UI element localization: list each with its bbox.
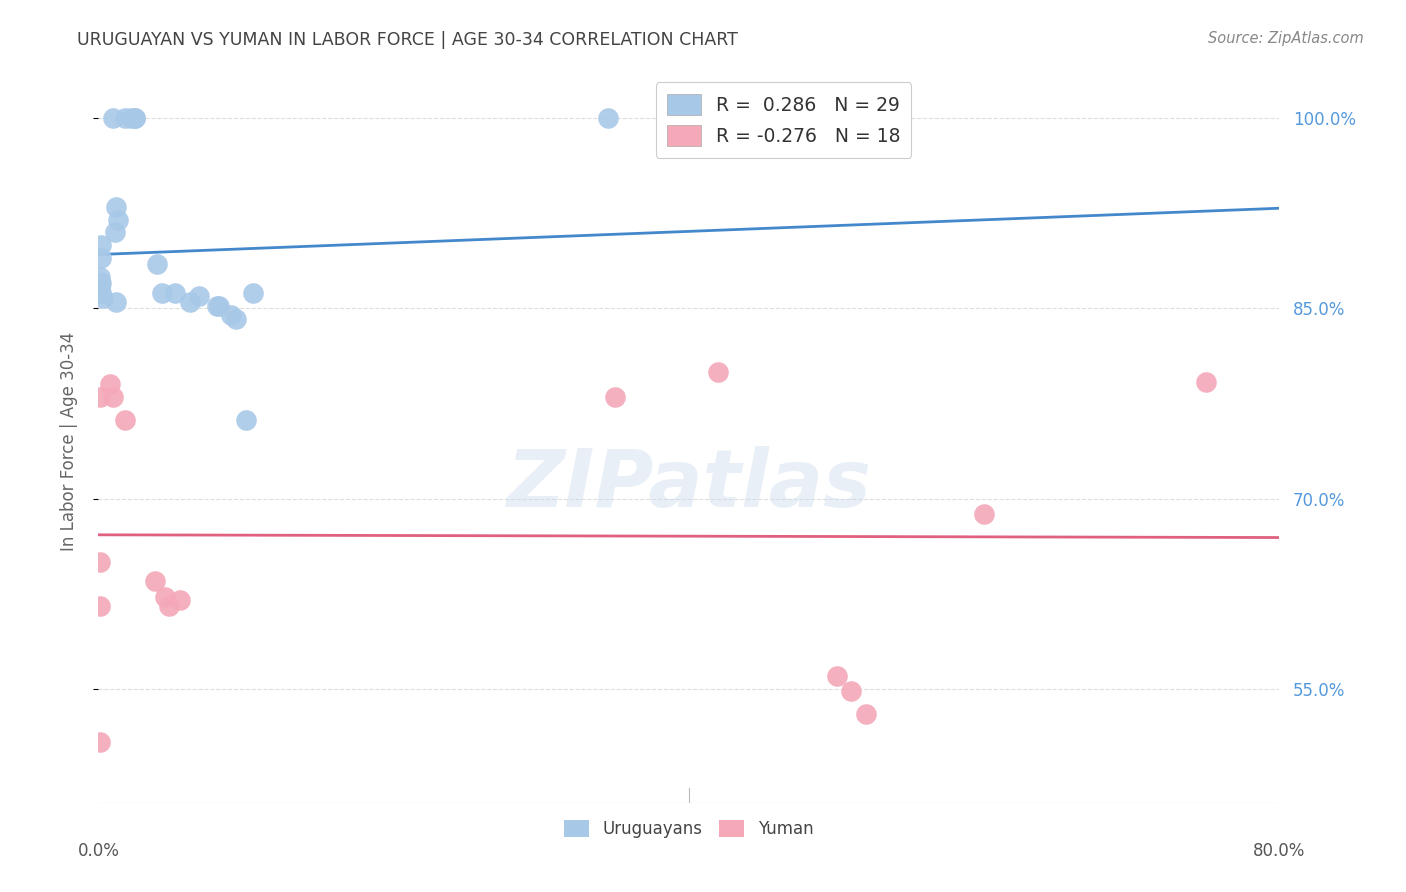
Point [90,251,112,265]
Y-axis label: In Labor Force | Age 30-34: In Labor Force | Age 30-34 [59,332,77,551]
Point [90,286,112,301]
Point [114,112,136,126]
Point [165,286,187,301]
Point [187,289,209,303]
Point [605,390,627,404]
Point [124,112,146,126]
Point [205,299,228,313]
Point [98,377,121,392]
Point [105,200,128,214]
Point [707,365,730,379]
Point [103,390,125,404]
Point [89,555,111,569]
Point [103,112,125,126]
Point [157,599,180,614]
Point [124,112,146,126]
Point [91,291,114,305]
Point [235,413,257,427]
Point [973,507,995,521]
Point [90,238,112,252]
Point [89,735,111,749]
Point [146,257,169,271]
Point [90,276,112,290]
Point [89,276,111,290]
Point [169,593,191,607]
Text: ZIPatlas: ZIPatlas [506,446,872,524]
Point [89,269,111,284]
Point [105,295,128,310]
Point [89,599,111,614]
Point [107,212,129,227]
Point [596,112,619,126]
Point [242,286,264,301]
Point [104,226,127,240]
Point [114,413,136,427]
Point [120,112,142,126]
Point [153,591,176,605]
Text: Source: ZipAtlas.com: Source: ZipAtlas.com [1208,31,1364,46]
Legend: Uruguayans, Yuman: Uruguayans, Yuman [558,814,820,845]
Text: URUGUAYAN VS YUMAN IN LABOR FORCE | AGE 30-34 CORRELATION CHART: URUGUAYAN VS YUMAN IN LABOR FORCE | AGE … [77,31,738,49]
Text: 0.0%: 0.0% [77,842,120,860]
Point [825,669,848,683]
Point [225,311,247,326]
Point [221,308,243,322]
Point [89,282,111,296]
Point [841,684,863,698]
Point [143,574,166,588]
Point [855,707,877,722]
Text: 80.0%: 80.0% [1253,842,1306,860]
Point [1195,375,1218,389]
Point [208,299,231,313]
Point [89,390,111,404]
Point [150,286,173,301]
Point [179,295,201,310]
